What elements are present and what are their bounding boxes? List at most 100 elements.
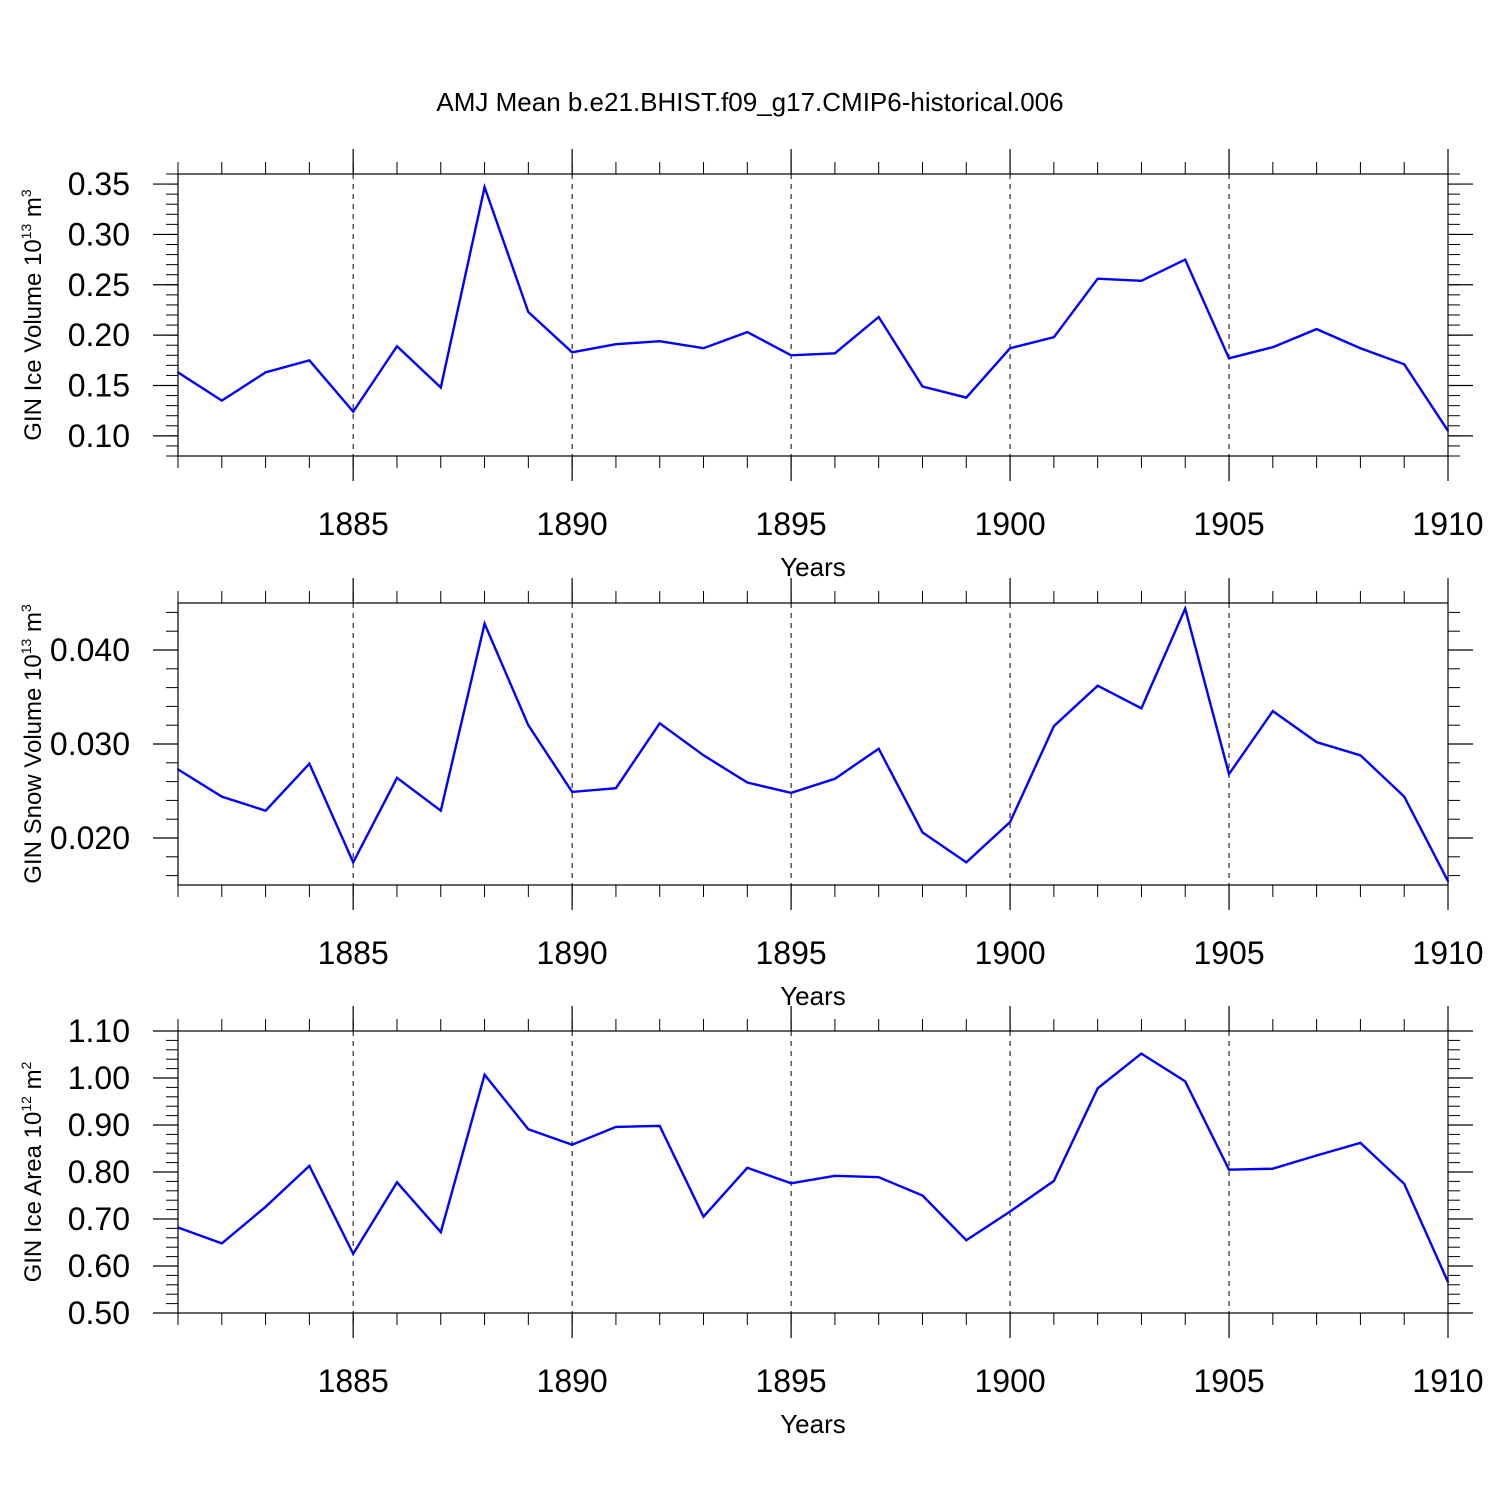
data-point <box>1315 1154 1318 1157</box>
y-tick-label: 0.020 <box>50 820 130 856</box>
y-axis-title-part: GIN Ice Volume 10 <box>20 239 47 440</box>
y-tick-label: 0.90 <box>68 1107 130 1143</box>
data-point <box>527 724 530 727</box>
data-point <box>1228 1168 1230 1171</box>
y-tick-label: 0.35 <box>68 166 130 202</box>
data-point <box>877 1176 880 1179</box>
data-point <box>1359 347 1362 350</box>
data-point <box>527 311 530 313</box>
panel-1: 1885 1890 1895 1900 1905 1910 0.10 0.15 0.20 0.25… <box>18 149 1484 582</box>
y-tick-label: 0.20 <box>68 317 130 353</box>
x-tick-label: 1885 <box>318 1363 389 1399</box>
y-axis-title-superscript: 3 <box>18 189 34 197</box>
x-tick-label: 1905 <box>1193 935 1264 971</box>
data-point <box>439 386 442 389</box>
x-tick-label: 1895 <box>756 1363 827 1399</box>
x-axis-title: Years <box>780 1409 846 1439</box>
data-point <box>1096 684 1099 687</box>
data-point <box>1140 707 1143 710</box>
x-tick-label: 1900 <box>974 1363 1045 1399</box>
x-tick-label: 1910 <box>1412 935 1483 971</box>
y-tick-label: 1.00 <box>68 1060 130 1096</box>
data-point <box>1184 258 1187 261</box>
data-point <box>527 1128 530 1131</box>
data-point <box>264 371 267 374</box>
y-tick-label: 0.80 <box>68 1154 130 1190</box>
data-point <box>1359 754 1362 757</box>
data-point <box>483 622 486 625</box>
data-point <box>658 1125 661 1127</box>
x-tick-label: 1910 <box>1412 1363 1483 1399</box>
data-point <box>1403 363 1406 366</box>
data-point <box>1184 607 1187 610</box>
data-point <box>1403 1182 1406 1185</box>
data-point <box>483 1073 486 1076</box>
y-axis-title-superscript: 13 <box>18 224 34 240</box>
data-point <box>746 331 749 334</box>
data-point <box>658 722 661 725</box>
panel-3: 1885 1890 1895 1900 1905 1910 0.50 0.60 0.70 0.80… <box>18 1006 1484 1439</box>
data-point <box>790 1182 793 1185</box>
data-point <box>439 809 442 812</box>
panels: 1885 1890 1895 1900 1905 1910 0.10 0.15 0.20 0.25… <box>18 149 1484 1439</box>
y-tick-label: 0.030 <box>50 726 130 762</box>
y-axis-title-part: m <box>20 612 47 639</box>
data-point <box>1315 741 1318 744</box>
data-point <box>1096 277 1099 280</box>
y-axis-title: GIN Ice Area 1012 m2 <box>18 1061 47 1282</box>
y-tick-label: 0.50 <box>68 1295 130 1331</box>
series-line <box>177 182 1450 432</box>
x-tick-label: 1885 <box>318 935 389 971</box>
data-point <box>1140 279 1143 282</box>
data-point <box>396 776 398 779</box>
data-point <box>702 754 705 757</box>
y-tick-label: 0.30 <box>68 216 130 252</box>
data-point <box>264 809 267 812</box>
x-tick-label: 1895 <box>756 935 827 971</box>
data-point <box>352 410 355 413</box>
y-axis-title-superscript: 3 <box>18 604 34 612</box>
x-tick-label: 1895 <box>756 506 827 542</box>
data-point <box>746 1166 749 1169</box>
y-tick-label: 1.10 <box>68 1013 130 1049</box>
data-point <box>790 791 793 794</box>
data-point <box>1228 357 1230 360</box>
y-axis-title-part: GIN Ice Area 10 <box>20 1112 47 1283</box>
x-tick-label: 1905 <box>1193 1363 1264 1399</box>
data-point <box>308 1164 311 1167</box>
x-tick-label: 1890 <box>537 506 608 542</box>
x-axis-title: Years <box>780 981 846 1011</box>
data-point <box>746 781 749 784</box>
data-point <box>220 399 223 402</box>
data-point <box>1140 1052 1143 1055</box>
data-point <box>1403 795 1406 798</box>
x-tick-label: 1890 <box>537 1363 608 1399</box>
data-point <box>921 831 924 834</box>
data-point <box>658 340 661 343</box>
y-tick-label: 0.15 <box>68 368 130 404</box>
y-axis-title-part: m <box>20 1069 47 1096</box>
x-tick-label: 1885 <box>318 506 389 542</box>
y-axis-title-superscript: 13 <box>18 639 34 655</box>
data-point <box>1184 1080 1187 1083</box>
data-point <box>615 787 617 790</box>
data-point <box>1271 346 1274 349</box>
data-point <box>571 1143 574 1146</box>
data-point <box>833 1174 836 1177</box>
y-tick-label: 0.70 <box>68 1201 130 1237</box>
data-point <box>571 791 574 793</box>
data-point <box>1009 821 1011 823</box>
data-point <box>615 1125 617 1128</box>
data-point <box>264 1205 267 1208</box>
series-line <box>177 1052 1450 1283</box>
data-point <box>833 777 836 780</box>
x-tick-label: 1900 <box>974 935 1045 971</box>
data-point <box>1052 1180 1055 1182</box>
plot-frame <box>177 173 1449 457</box>
y-axis-title: GIN Snow Volume 1013 m3 <box>18 604 47 884</box>
y-axis-title-part: m <box>20 197 47 224</box>
x-tick-label: 1890 <box>537 935 608 971</box>
series-line <box>177 604 1450 882</box>
